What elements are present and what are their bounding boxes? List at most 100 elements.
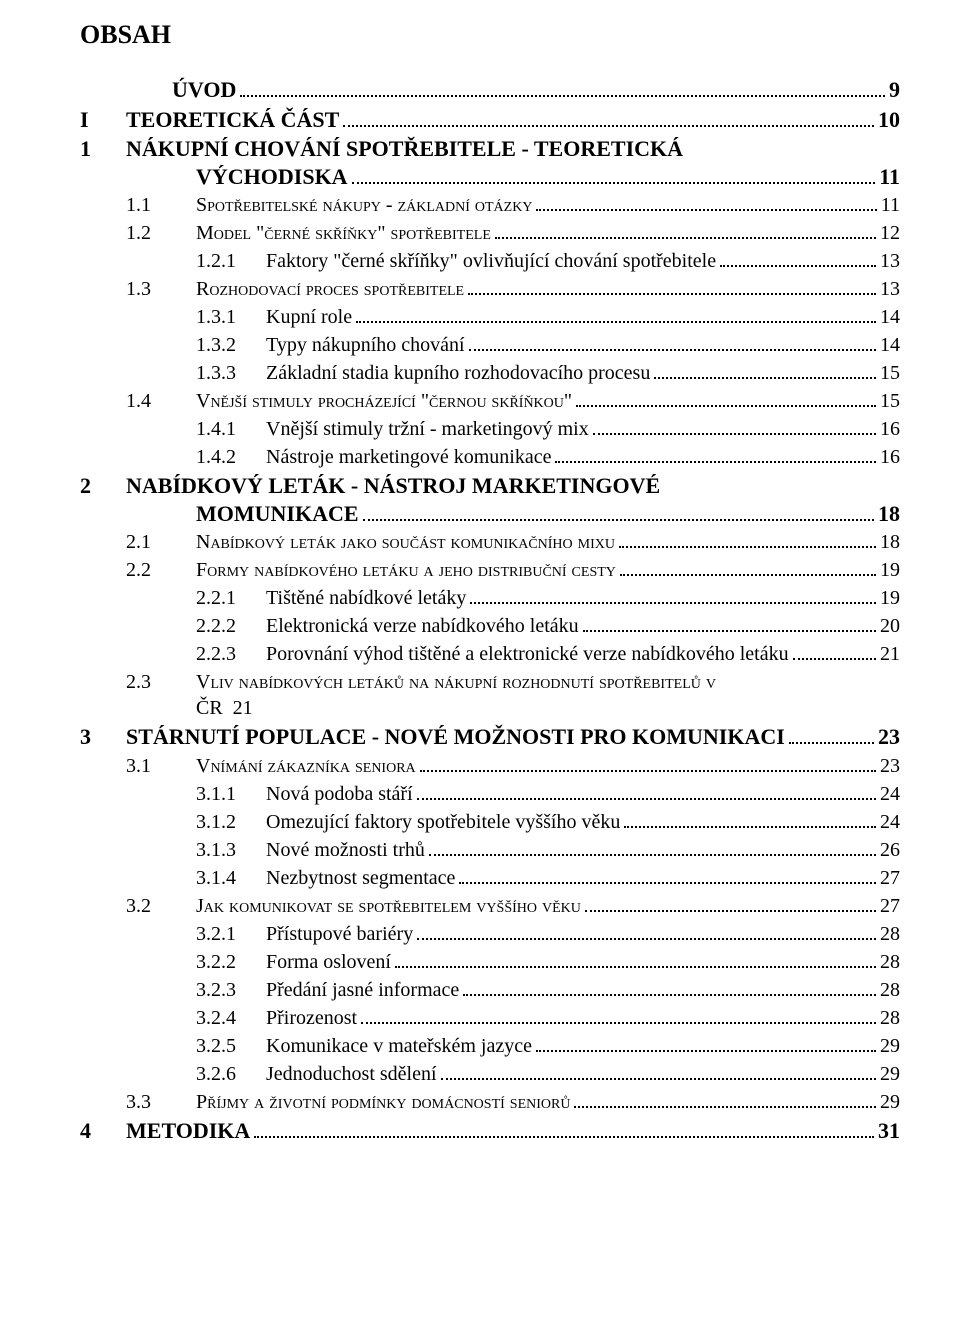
toc-entry: 1.2Model "černé skříňky" spotřebitele12: [80, 220, 900, 246]
toc-entry-label: Formy nabídkového letáku a jeho distribu…: [196, 557, 616, 583]
toc-entry-label: Porovnání výhod tištěné a elektronické v…: [266, 641, 789, 667]
toc-entry-label: Jednoduchost sdělení: [266, 1061, 437, 1087]
toc-entry-page: 12: [880, 220, 900, 246]
toc-entry: 3.2Jak komunikovat se spotřebitelem vyšš…: [80, 893, 900, 919]
toc-leader-dots: [356, 309, 876, 323]
toc-leader-dots: [420, 758, 876, 772]
toc-entry-page: 23: [880, 753, 900, 779]
toc-entry-label: Základní stadia kupního rozhodovacího pr…: [266, 360, 650, 386]
toc-entry: 1.4.1Vnější stimuly tržní - marketingový…: [80, 416, 900, 442]
toc-entry-page: 29: [880, 1089, 900, 1115]
toc-entry: 1.3.2Typy nákupního chování14: [80, 332, 900, 358]
toc-entry: 4METODIKA31: [80, 1117, 900, 1145]
toc-leader-dots: [363, 505, 874, 520]
toc-entry: 3.1.2Omezující faktory spotřebitele vyšš…: [80, 809, 900, 835]
toc-entry-label: Spotřebitelské nákupy - základní otázky: [196, 192, 532, 218]
toc-entry-label-cont: ČR 21: [80, 695, 253, 721]
toc-entry: 2.2.1Tištěné nabídkové letáky19: [80, 585, 900, 611]
toc-entry-label: Nabídkový leták jako součást komunikační…: [196, 529, 615, 555]
toc-leader-dots: [468, 281, 876, 295]
toc-entry-number: 3.2.1: [196, 921, 266, 947]
toc-entry: 3.1.4Nezbytnost segmentace27: [80, 865, 900, 891]
toc-entry-label: Forma oslovení: [266, 949, 391, 975]
toc-leader-dots: [654, 365, 876, 379]
toc-entry-page: 10: [878, 106, 900, 134]
toc-container: ÚVOD9ITEORETICKÁ ČÁST101NÁKUPNÍ CHOVÁNÍ …: [80, 76, 900, 1144]
toc-entry-label: ÚVOD: [172, 76, 236, 104]
toc-entry-label: Nástroje marketingové komunikace: [266, 444, 551, 470]
toc-entry: 3.2.3Předání jasné informace28: [80, 977, 900, 1003]
toc-leader-dots: [793, 646, 876, 660]
toc-entry-page: 28: [880, 921, 900, 947]
toc-entry-number: 3.2: [126, 893, 196, 919]
toc-entry-number: 3.1.1: [196, 781, 266, 807]
toc-entry-page: 14: [880, 332, 900, 358]
toc-entry-page: 28: [880, 949, 900, 975]
toc-entry-number: 2.2.1: [196, 585, 266, 611]
toc-entry-page: 28: [880, 1005, 900, 1031]
toc-entry-number: 2.2.2: [196, 613, 266, 639]
toc-entry-number: 3.2.3: [196, 977, 266, 1003]
toc-entry: 3.2.6Jednoduchost sdělení29: [80, 1061, 900, 1087]
toc-entry-label: Typy nákupního chování: [266, 332, 465, 358]
toc-entry-page: 27: [880, 865, 900, 891]
toc-entry-page: 18: [880, 529, 900, 555]
toc-entry: 3STÁRNUTÍ POPULACE - NOVÉ MOŽNOSTI PRO K…: [80, 723, 900, 751]
toc-leader-dots: [470, 590, 876, 604]
toc-entry-page: 26: [880, 837, 900, 863]
toc-entry-page: 19: [880, 557, 900, 583]
toc-entry-page: 16: [880, 416, 900, 442]
toc-leader-dots: [417, 926, 876, 940]
toc-entry-label: Vliv nabídkových letáků na nákupní rozho…: [196, 669, 716, 695]
toc-entry: 3.1.1Nová podoba stáří24: [80, 781, 900, 807]
toc-entry: 3.2.1Přístupové bariéry 28: [80, 921, 900, 947]
toc-leader-dots: [395, 954, 876, 968]
toc-entry-label: Kupní role: [266, 304, 352, 330]
toc-leader-dots: [593, 421, 876, 435]
toc-leader-dots: [585, 898, 876, 912]
toc-leader-dots: [343, 111, 874, 126]
toc-entry-number: 3.2.4: [196, 1005, 266, 1031]
toc-entry-number: 3.1.3: [196, 837, 266, 863]
toc-entry-number: 3.2.2: [196, 949, 266, 975]
toc-entry: 1.4Vnější stimuly procházející "černou s…: [80, 388, 900, 414]
toc-entry-page: 27: [880, 893, 900, 919]
toc-entry: 1.4.2Nástroje marketingové komunikace16: [80, 444, 900, 470]
toc-leader-dots: [555, 449, 876, 463]
toc-entry-page: 11: [879, 163, 900, 191]
toc-entry-label: Omezující faktory spotřebitele vyššího v…: [266, 809, 620, 835]
toc-entry: 1NÁKUPNÍ CHOVÁNÍ SPOTŘEBITELE - TEORETIC…: [80, 135, 900, 190]
toc-entry-page: 19: [880, 585, 900, 611]
toc-entry: 3.2.2Forma oslovení 28: [80, 949, 900, 975]
toc-entry-number: 3.1.4: [196, 865, 266, 891]
toc-entry: 3.2.4Přirozenost 28: [80, 1005, 900, 1031]
toc-entry: 2.1Nabídkový leták jako součást komunika…: [80, 529, 900, 555]
toc-entry-page: 24: [880, 809, 900, 835]
toc-entry-number: 3.1: [126, 753, 196, 779]
toc-entry-number: 1.3: [126, 276, 196, 302]
toc-entry-page: 28: [880, 977, 900, 1003]
toc-leader-dots: [352, 168, 876, 183]
toc-entry: 1.3Rozhodovací proces spotřebitele13: [80, 276, 900, 302]
toc-leader-dots: [469, 337, 876, 351]
toc-entry-label: Přístupové bariéry: [266, 921, 413, 947]
toc-leader-dots: [574, 1094, 876, 1108]
toc-entry-label: NABÍDKOVÝ LETÁK - NÁSTROJ MARKETINGOVÉ: [126, 472, 660, 500]
toc-entry-number: 1.3.1: [196, 304, 266, 330]
toc-entry: 2.2.2Elektronická verze nabídkového letá…: [80, 613, 900, 639]
toc-entry-label: Elektronická verze nabídkového letáku: [266, 613, 579, 639]
toc-entry: 2.3Vliv nabídkových letáků na nákupní ro…: [80, 669, 900, 721]
toc-leader-dots: [624, 814, 876, 828]
toc-entry: 2NABÍDKOVÝ LETÁK - NÁSTROJ MARKETINGOVÉM…: [80, 472, 900, 527]
toc-entry-number: I: [80, 106, 126, 134]
toc-entry-number: 4: [80, 1117, 126, 1145]
toc-entry: 3.3Příjmy a životní podmínky domácností …: [80, 1089, 900, 1115]
toc-entry-label: Rozhodovací proces spotřebitele: [196, 276, 464, 302]
toc-entry-page: 9: [889, 76, 900, 104]
toc-entry-label: Přirozenost: [266, 1005, 357, 1031]
toc-entry: 3.1.3Nové možnosti trhů26: [80, 837, 900, 863]
toc-entry-label: STÁRNUTÍ POPULACE - NOVÉ MOŽNOSTI PRO KO…: [126, 723, 785, 751]
toc-leader-dots: [583, 618, 876, 632]
toc-entry-label: Model "černé skříňky" spotřebitele: [196, 220, 491, 246]
toc-entry-label: NÁKUPNÍ CHOVÁNÍ SPOTŘEBITELE - TEORETICK…: [126, 135, 683, 163]
